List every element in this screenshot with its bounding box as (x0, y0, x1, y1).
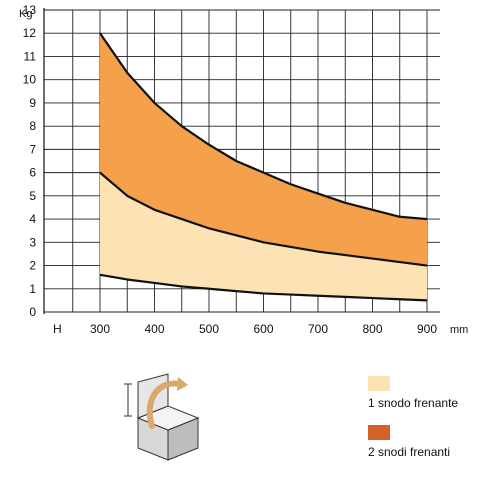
y-tick-label: 0 (29, 305, 36, 319)
y-tick-label: 3 (29, 235, 36, 249)
curve-lower-bound (99, 273, 428, 302)
series-area-2 (100, 33, 427, 266)
y-tick-label: 12 (23, 26, 37, 40)
x-tick-label: 800 (362, 322, 382, 336)
y-tick-label: 1 (29, 282, 36, 296)
y-tick-label: 5 (29, 189, 36, 203)
y-tick-label: 13 (23, 3, 37, 17)
x-axis-name-label: H (53, 322, 62, 336)
y-axis-unit-label: Kg (19, 8, 32, 20)
curve-upper-bound (99, 32, 428, 221)
legend-label-1: 1 snodo frenante (368, 396, 459, 410)
x-tick-label: 900 (417, 322, 437, 336)
y-tick-label: 2 (29, 259, 36, 273)
y-tick-label: 11 (24, 49, 37, 63)
y-tick-label: 8 (29, 119, 36, 133)
y-tick-label: 9 (29, 96, 36, 110)
y-tick-label: 6 (29, 166, 36, 180)
chart-lines (99, 32, 428, 302)
series-area-1 (100, 172, 427, 301)
hinged-lid-box-icon (124, 373, 200, 461)
curve-middle-bound (99, 171, 428, 267)
x-axis-unit-label: mm (450, 324, 468, 336)
y-tick-label: 10 (23, 73, 37, 87)
x-tick-label: 600 (253, 322, 273, 336)
legend-swatch-1 (368, 376, 390, 391)
chart-areas (100, 33, 427, 301)
x-tick-label: 500 (199, 322, 219, 336)
x-tick-label: 400 (144, 322, 164, 336)
y-tick-label: 4 (29, 212, 36, 226)
y-tick-label: 7 (29, 142, 36, 156)
x-tick-label: 700 (308, 322, 328, 336)
legend-label-2: 2 snodi frenanti (368, 445, 451, 459)
legend-swatch-2 (368, 425, 390, 440)
x-tick-label: 300 (90, 322, 110, 336)
